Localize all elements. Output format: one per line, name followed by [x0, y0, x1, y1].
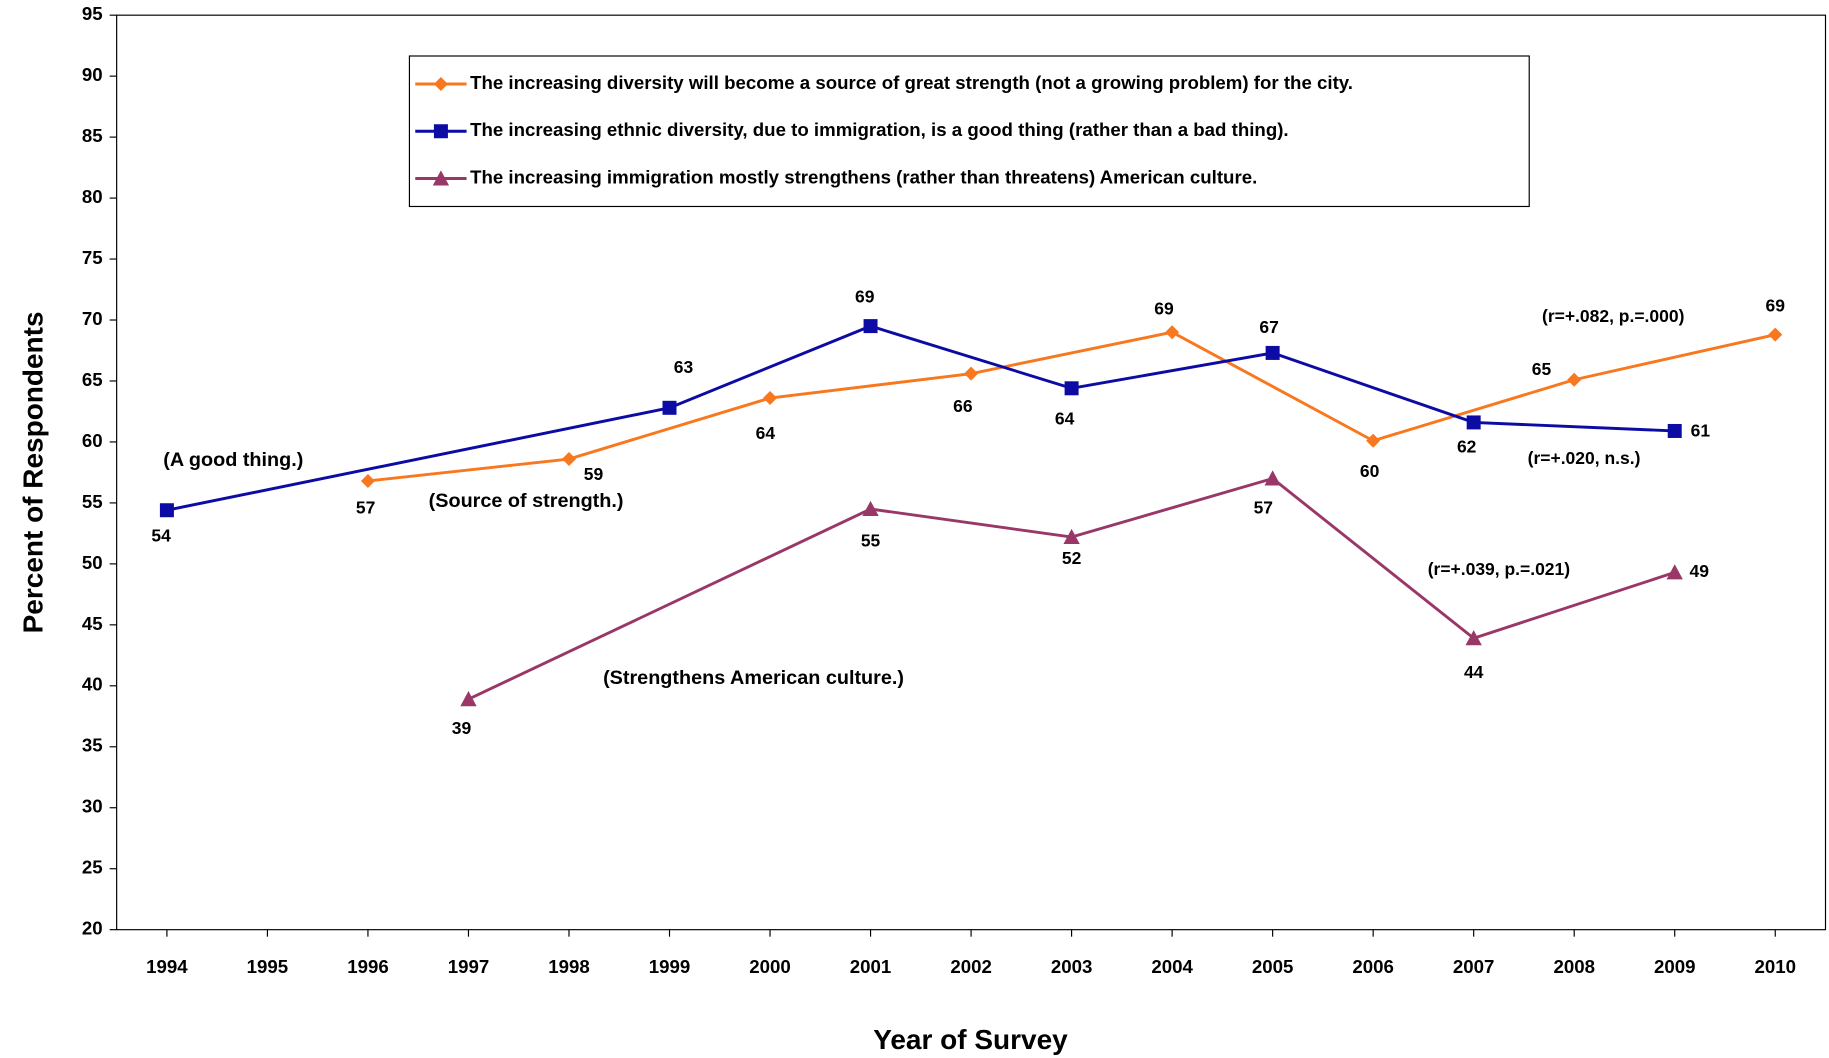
y-tick-label: 85: [82, 125, 103, 146]
x-tick-label: 2009: [1654, 956, 1696, 977]
y-tick-label: 60: [82, 430, 103, 451]
series-line: [367, 330, 1776, 483]
marker: [433, 76, 448, 91]
data-label: 69: [1766, 295, 1786, 315]
x-tick-label: 2000: [749, 956, 791, 977]
marker: [1165, 325, 1180, 340]
data-label: 49: [1689, 561, 1709, 581]
marker: [1466, 415, 1481, 430]
marker: [763, 391, 778, 406]
data-label: 54: [151, 526, 171, 546]
marker: [159, 503, 174, 518]
y-tick-label: 55: [82, 491, 103, 512]
marker: [460, 691, 477, 707]
marker: [1666, 564, 1683, 580]
y-tick-label: 80: [82, 186, 103, 207]
y-tick-label: 75: [82, 247, 103, 268]
x-tick-label: 2010: [1754, 956, 1796, 977]
data-label: 65: [1532, 359, 1552, 379]
data-label: 64: [756, 423, 776, 443]
x-tick-label: 2001: [850, 956, 892, 977]
marker: [862, 500, 879, 517]
x-tick-label: 1997: [448, 956, 490, 977]
x-tick-label: 2008: [1553, 956, 1595, 977]
data-label: 39: [452, 718, 472, 738]
x-tick-label: 1999: [649, 956, 691, 977]
x-axis-title: Year of Survey: [873, 1024, 1068, 1055]
series-line: [467, 476, 1676, 701]
marker: [360, 473, 375, 488]
data-label: 60: [1360, 461, 1379, 481]
annotation: (Strengthens American culture.): [603, 667, 904, 689]
marker: [1366, 433, 1381, 448]
marker: [1768, 327, 1783, 342]
marker: [863, 319, 878, 334]
marker: [433, 124, 448, 139]
x-tick-label: 2006: [1352, 956, 1394, 977]
marker: [561, 452, 576, 467]
y-tick-label: 90: [82, 64, 103, 85]
data-label: 57: [1254, 497, 1273, 517]
y-tick-label: 30: [82, 796, 103, 817]
marker: [1667, 423, 1682, 438]
y-tick-label: 40: [82, 674, 103, 695]
data-label: 67: [1259, 317, 1278, 337]
data-label: 66: [953, 396, 973, 416]
x-tick-label: 2005: [1252, 956, 1294, 977]
annotation: (r=+.082, p.=.000): [1542, 306, 1684, 326]
x-tick-label: 2004: [1151, 956, 1193, 977]
data-label: 57: [356, 498, 375, 518]
y-tick-label: 45: [82, 613, 103, 634]
y-tick-label: 95: [82, 3, 103, 24]
data-label: 69: [855, 287, 875, 307]
data-label: 64: [1055, 408, 1075, 428]
y-tick-label: 50: [82, 552, 103, 573]
annotation: (A good thing.): [163, 449, 303, 471]
x-tick-label: 1996: [347, 956, 389, 977]
marker: [1264, 470, 1281, 486]
data-label: 55: [861, 530, 881, 550]
x-tick-label: 1998: [548, 956, 590, 977]
annotation: (Source of strength.): [429, 490, 624, 512]
y-tick-label: 25: [82, 857, 103, 878]
data-label: 62: [1457, 437, 1477, 457]
data-label: 61: [1691, 421, 1711, 441]
x-tick-label: 2003: [1051, 956, 1093, 977]
x-tick-label: 2002: [950, 956, 992, 977]
data-label: 52: [1062, 548, 1082, 568]
data-label: 59: [584, 464, 604, 484]
data-label: 44: [1464, 662, 1484, 682]
marker: [1063, 528, 1080, 545]
y-tick-label: 70: [82, 308, 103, 329]
annotation: (r=+.039, p.=.021): [1428, 559, 1570, 579]
marker: [1265, 345, 1280, 360]
x-tick-label: 2007: [1453, 956, 1495, 977]
marker: [1465, 630, 1482, 646]
marker: [964, 366, 979, 381]
x-tick-label: 1994: [146, 956, 188, 977]
data-label: 69: [1154, 299, 1174, 319]
x-tick-label: 1995: [247, 956, 289, 977]
legend-box: [408, 55, 1530, 208]
legend-label: The increasing immigration mostly streng…: [470, 166, 1257, 187]
legend-label: The increasing ethnic diversity, due to …: [470, 119, 1289, 140]
annotation: (r=+.020, n.s.): [1528, 448, 1641, 468]
y-axis-title: Percent of Respondents: [17, 311, 48, 633]
marker: [1064, 381, 1079, 396]
marker: [662, 400, 677, 415]
legend-label: The increasing diversity will become a s…: [470, 72, 1353, 93]
y-tick-label: 65: [82, 369, 103, 390]
marker: [1567, 372, 1582, 387]
y-tick-label: 20: [82, 918, 103, 939]
y-tick-label: 35: [82, 735, 103, 756]
marker: [432, 170, 450, 186]
data-label: 63: [674, 357, 694, 377]
